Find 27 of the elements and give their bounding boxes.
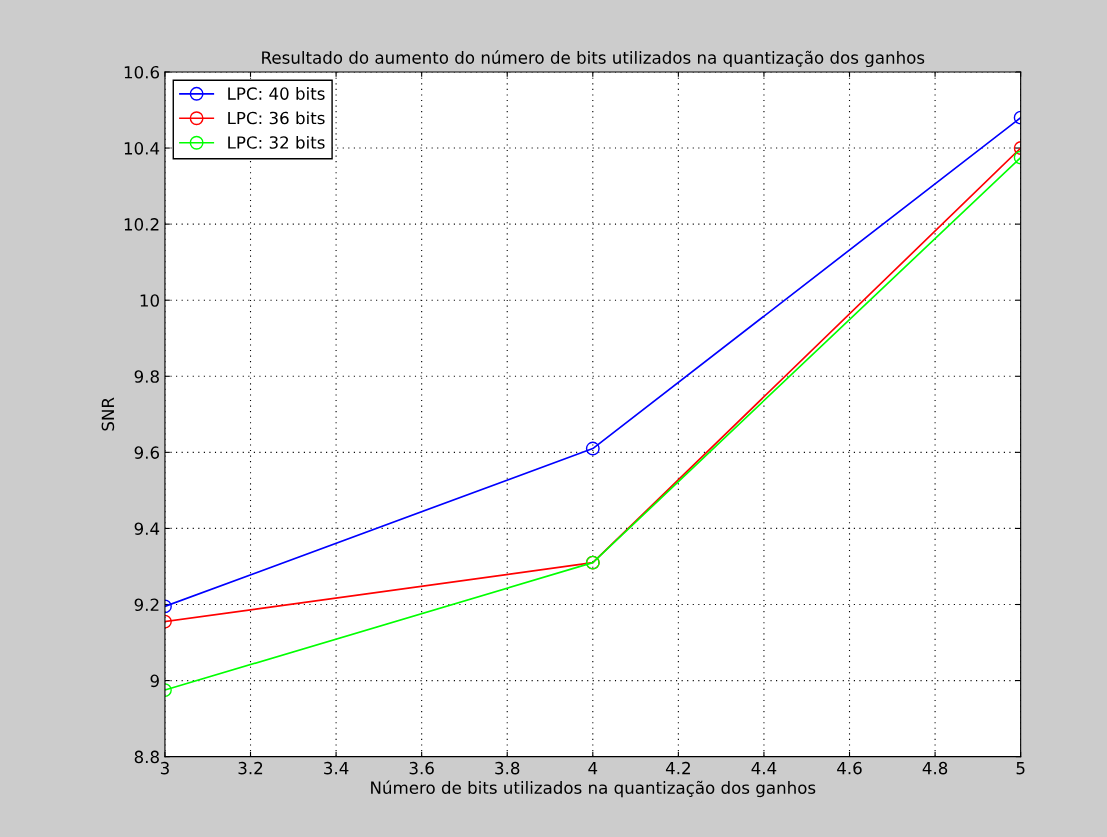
legend-label: LPC: 40 bits	[228, 86, 325, 100]
x-tick-label: 4.8	[922, 761, 948, 775]
x-tick-label: 3.8	[495, 761, 520, 775]
x-axis-title: Número de bits utilizados na quantização dos ganhos	[371, 780, 816, 798]
y-tick-label: 9.8	[134, 370, 159, 383]
x-tick-label: 3.6	[409, 761, 434, 775]
y-tick-label: 10.6	[124, 65, 160, 79]
y-axis-title: SNR	[101, 397, 115, 431]
x-tick-label: 3	[160, 761, 169, 775]
x-tick-label: 4.2	[665, 761, 690, 775]
x-tick-label: 4	[588, 762, 598, 775]
legend-label: LPC: 32 bits	[228, 135, 325, 149]
y-tick-label: 10.2	[124, 218, 159, 231]
y-tick-label: 8.8	[134, 750, 159, 764]
x-tick-label: 3.4	[324, 761, 349, 775]
y-tick-label: 9.4	[134, 522, 160, 535]
chart-title: Resultado do aumento do número de bits utilizados na quantização dos ganhos	[262, 50, 925, 68]
x-tick-label: 3.2	[238, 761, 263, 775]
x-tick-label: 4.4	[751, 762, 777, 775]
y-tick-label: 9.2	[134, 598, 159, 612]
y-tick-label: 9.6	[134, 446, 160, 459]
y-tick-label: 9	[150, 674, 159, 688]
legend-label: LPC: 36 bits	[228, 111, 325, 125]
x-tick-label: 4.6	[837, 761, 862, 775]
x-tick-label: 5	[1016, 762, 1025, 775]
y-tick-label: 10.4	[124, 142, 160, 155]
y-tick-label: 10	[140, 294, 159, 307]
